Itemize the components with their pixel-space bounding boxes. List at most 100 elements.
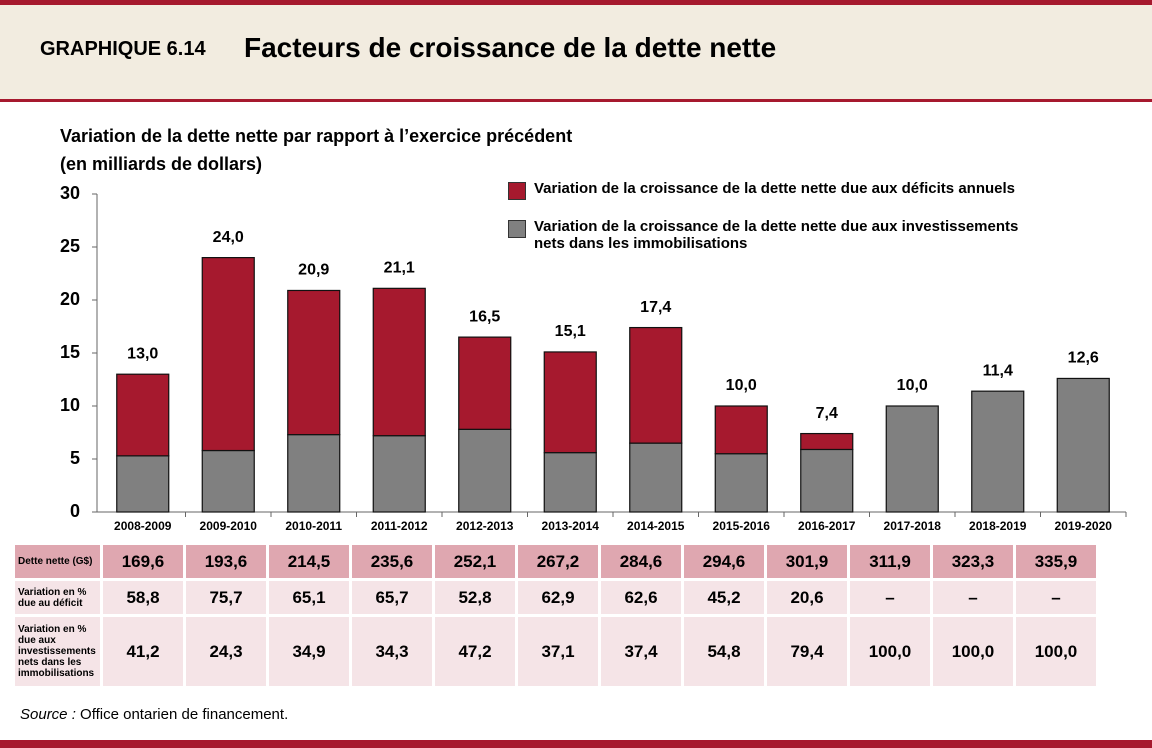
row-label: Dette nette (G$) xyxy=(12,542,103,581)
table-cell: 65,7 xyxy=(349,578,435,617)
table-cell: 62,6 xyxy=(598,578,684,617)
total-label: 12,6 xyxy=(1068,350,1099,367)
table-row: Variation en % due au déficit 58,8 75,7 65,… xyxy=(12,578,1099,617)
table-cell: 294,6 xyxy=(681,542,767,581)
total-label: 13,0 xyxy=(127,345,158,362)
x-tick-label: 2019-2020 xyxy=(1055,519,1113,533)
table-cell: 62,9 xyxy=(515,578,601,617)
bar-segment xyxy=(800,432,854,451)
table-cell: 58,8 xyxy=(100,578,186,617)
y-tick-label: 5 xyxy=(70,448,80,468)
legend-item: Variation de la croissance de la dette n… xyxy=(508,218,1038,252)
total-label: 10,0 xyxy=(726,377,757,394)
total-label: 11,4 xyxy=(983,362,1013,379)
bar-segment xyxy=(543,452,597,513)
y-tick-label: 25 xyxy=(60,236,80,256)
x-tick-label: 2010-2011 xyxy=(285,519,342,533)
bar-segment xyxy=(201,257,255,452)
bar-segment xyxy=(287,289,341,436)
bar-segment xyxy=(1056,377,1110,513)
legend: Variation de la croissance de la dette n… xyxy=(508,180,1038,270)
table-cell: 214,5 xyxy=(266,542,352,581)
table-cell: 45,2 xyxy=(681,578,767,617)
table-cell: 37,1 xyxy=(515,614,601,689)
chart: 0 5 10 15 20 25 30 2008-2009 13,0 2009-2010 24,0 20… xyxy=(60,183,1127,533)
table-cell: 100,0 xyxy=(930,614,1016,689)
table-cell: 52,8 xyxy=(432,578,518,617)
legend-item: Variation de la croissance de la dette n… xyxy=(508,180,1038,200)
table-cell: 20,6 xyxy=(764,578,850,617)
legend-swatch xyxy=(508,182,526,200)
total-label: 7,4 xyxy=(816,405,838,422)
total-label: 16,5 xyxy=(469,308,500,325)
table-cell: 54,8 xyxy=(681,614,767,689)
table-cell: 335,9 xyxy=(1013,542,1099,581)
table-cell: – xyxy=(930,578,1016,617)
bar-segment xyxy=(543,351,597,454)
table-cell: 311,9 xyxy=(847,542,933,581)
x-tick-label: 2011-2012 xyxy=(371,519,428,533)
x-tick-label: 2008-2009 xyxy=(114,519,172,533)
bar-segment xyxy=(201,449,255,513)
table-cell: 252,1 xyxy=(432,542,518,581)
total-label: 21,1 xyxy=(384,260,415,277)
y-axis-title-line: Variation de la dette nette par rapport … xyxy=(60,126,573,146)
bar-segment xyxy=(800,448,854,513)
table-row: Variation en % due aux investissements n… xyxy=(12,614,1099,689)
total-label: 20,9 xyxy=(298,262,329,279)
x-tick-label: 2018-2019 xyxy=(969,519,1027,533)
table-cell: 193,6 xyxy=(183,542,269,581)
bar-segment xyxy=(714,405,768,455)
table-cell: 34,9 xyxy=(266,614,352,689)
legend-swatch xyxy=(508,220,526,238)
bar-segment xyxy=(885,405,939,513)
bar-segment xyxy=(629,326,683,444)
bar-segment xyxy=(458,428,512,513)
x-tick-label: 2016-2017 xyxy=(798,519,856,533)
bar-segment xyxy=(971,390,1025,513)
total-label: 15,1 xyxy=(555,323,586,340)
table-cell: 79,4 xyxy=(764,614,850,689)
table-cell: 267,2 xyxy=(515,542,601,581)
bottom-bar xyxy=(0,740,1152,748)
chart-title: Facteurs de croissance de la dette nette xyxy=(244,32,777,63)
table-row: Dette nette (G$) 169,6 193,6 214,5 235,6 252,… xyxy=(12,542,1099,581)
x-tick-label: 2009-2010 xyxy=(200,519,258,533)
source-text: Office ontarien de financement. xyxy=(80,706,289,723)
table-cell: 34,3 xyxy=(349,614,435,689)
bar-segment xyxy=(116,455,170,513)
legend-label: Variation de la croissance de la dette n… xyxy=(534,180,1015,197)
source: Source : Office ontarien de financement. xyxy=(20,706,288,723)
table-cell: 75,7 xyxy=(183,578,269,617)
chart-number: GRAPHIQUE 6.14 xyxy=(40,38,206,60)
bar-segment xyxy=(287,434,341,513)
x-tick-label: 2013-2014 xyxy=(542,519,600,533)
source-label: Source : xyxy=(20,706,76,723)
row-label: Variation en % due aux investissements n… xyxy=(12,614,103,689)
top-bar xyxy=(0,0,1152,5)
y-tick-label: 30 xyxy=(60,183,80,203)
bar-segment xyxy=(372,435,426,513)
x-tick-label: 2012-2013 xyxy=(456,519,514,533)
y-tick-label: 0 xyxy=(70,501,80,521)
table-cell: 47,2 xyxy=(432,614,518,689)
y-axis-title-line: (en milliards de dollars) xyxy=(60,154,263,174)
table-cell: 100,0 xyxy=(1013,614,1099,689)
table-cell: 284,6 xyxy=(598,542,684,581)
data-table: Dette nette (G$) 169,6 193,6 214,5 235,6 252,… xyxy=(12,542,1099,689)
y-axis-title: Variation de la dette nette par rapport … xyxy=(60,122,572,178)
table-cell: 65,1 xyxy=(266,578,352,617)
y-tick-label: 15 xyxy=(60,342,80,362)
x-tick-label: 2017-2018 xyxy=(884,519,942,533)
row-label: Variation en % due au déficit xyxy=(12,578,103,617)
table-cell: 37,4 xyxy=(598,614,684,689)
x-tick-label: 2014-2015 xyxy=(627,519,685,533)
table-cell: 235,6 xyxy=(349,542,435,581)
bar-segment xyxy=(372,287,426,437)
table-cell: 24,3 xyxy=(183,614,269,689)
legend-label: Variation de la croissance de la dette n… xyxy=(534,218,1019,252)
table-cell: – xyxy=(1013,578,1099,617)
bar-segment xyxy=(116,373,170,457)
total-label: 24,0 xyxy=(213,229,244,246)
